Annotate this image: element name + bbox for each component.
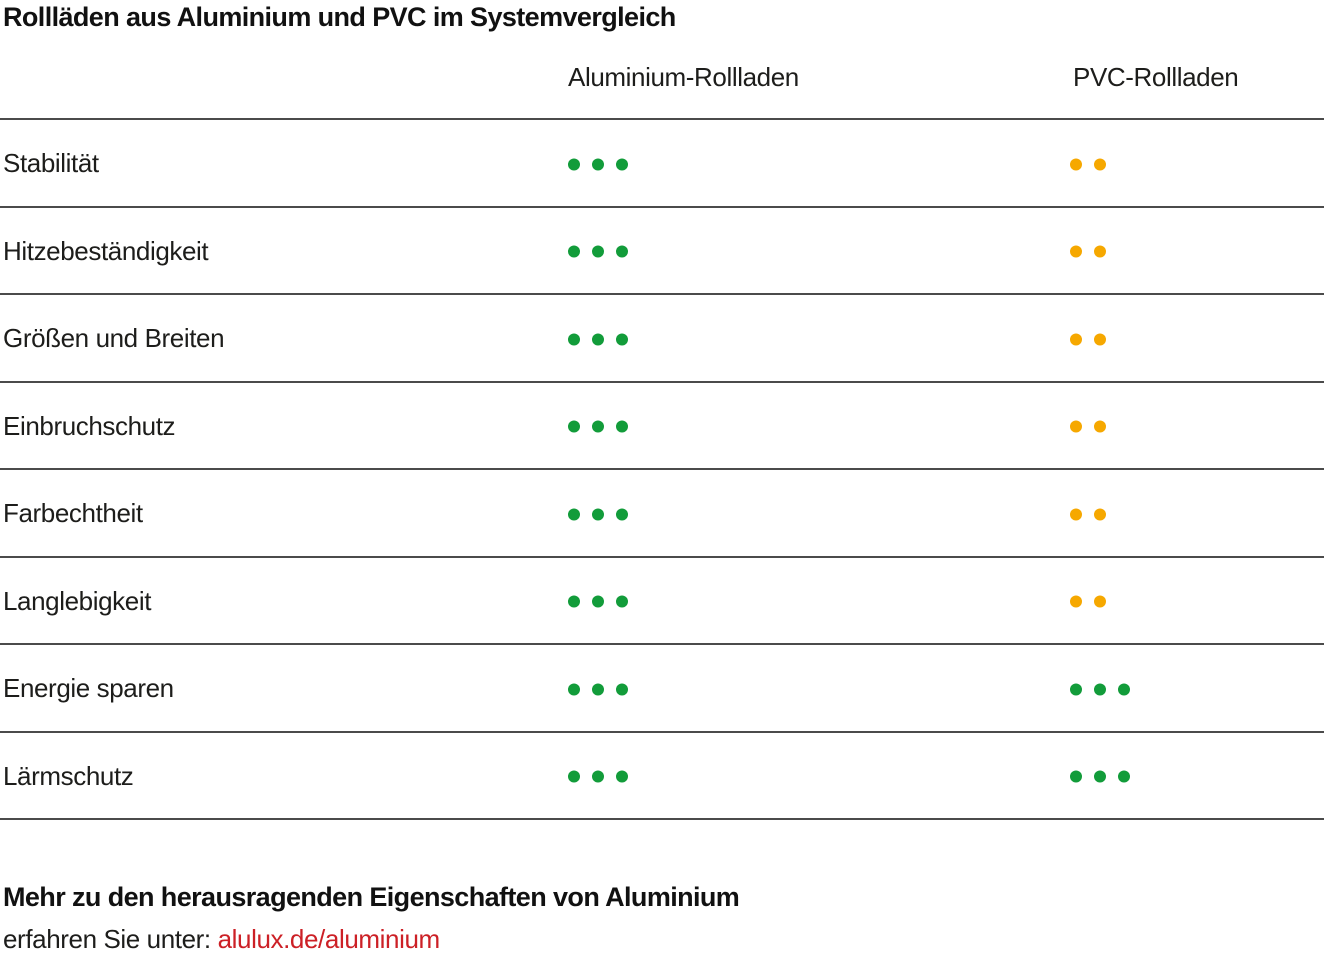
rating-dot-green: [568, 770, 580, 783]
footer-text-prefix: erfahren Sie unter:: [3, 924, 218, 954]
rating-dot-green: [568, 508, 580, 521]
footer-link[interactable]: alulux.de/aluminium: [217, 924, 441, 954]
table-row: Lärmschutz: [0, 730, 1324, 821]
rating-dot-orange: [1070, 595, 1082, 608]
rating-dots-pvc: [1070, 770, 1142, 783]
rating-dot-green: [1118, 770, 1130, 783]
column-header-pvc: PVC-Rollladen: [1073, 62, 1239, 92]
rating-dots-pvc: [1070, 595, 1118, 608]
rating-dot-green: [568, 420, 580, 433]
rating-dot-green: [1070, 683, 1082, 696]
rating-dot-green: [568, 333, 580, 346]
rating-dot-orange: [1094, 508, 1106, 521]
rating-dots-aluminium: [568, 333, 640, 346]
rating-dots-aluminium: [568, 683, 640, 696]
rating-dots-aluminium: [568, 245, 640, 258]
rating-dot-green: [616, 683, 628, 696]
rating-dot-green: [592, 333, 604, 346]
rating-dot-green: [592, 595, 604, 608]
rating-dots-pvc: [1070, 508, 1118, 521]
rating-dot-green: [568, 595, 580, 608]
table-row: Energie sparen: [0, 643, 1324, 733]
rating-dot-green: [592, 508, 604, 521]
rating-dot-green: [616, 595, 628, 608]
row-label: Stabilität: [3, 148, 99, 179]
rating-dot-orange: [1070, 158, 1082, 171]
row-label: Langlebigkeit: [3, 585, 152, 616]
column-header-aluminium: Aluminium-Rollladen: [568, 62, 799, 92]
rating-dot-orange: [1070, 420, 1082, 433]
table-row: Hitzebeständigkeit: [0, 205, 1324, 296]
rating-dot-green: [616, 333, 628, 346]
rating-dot-orange: [1070, 245, 1082, 258]
footer-text: erfahren Sie unter: alulux.de/aluminium: [3, 924, 440, 955]
rating-dot-orange: [1070, 508, 1082, 521]
rating-dot-green: [1118, 683, 1130, 696]
rating-dot-orange: [1094, 595, 1106, 608]
table-row: Langlebigkeit: [0, 555, 1324, 646]
rating-dot-orange: [1094, 158, 1106, 171]
rating-dot-green: [568, 158, 580, 171]
row-label: Hitzebeständigkeit: [3, 235, 209, 266]
table-row: Farbechtheit: [0, 468, 1324, 558]
rating-dot-green: [592, 420, 604, 433]
row-label: Farbechtheit: [3, 498, 143, 529]
table-row: Stabilität: [0, 118, 1324, 208]
rating-dot-orange: [1094, 245, 1106, 258]
rating-dot-green: [616, 770, 628, 783]
rating-dots-pvc: [1070, 158, 1118, 171]
rating-dots-pvc: [1070, 333, 1118, 346]
rating-dot-green: [616, 420, 628, 433]
rating-dots-aluminium: [568, 770, 640, 783]
row-label: Lärmschutz: [3, 760, 134, 791]
rating-dots-aluminium: [568, 420, 640, 433]
rating-dot-green: [1094, 683, 1106, 696]
rating-dots-aluminium: [568, 158, 640, 171]
rating-dot-green: [616, 245, 628, 258]
footer-headline: Mehr zu den herausragenden Eigenschaften…: [3, 882, 740, 912]
row-label: Einbruchschutz: [3, 410, 176, 441]
rating-dots-aluminium: [568, 508, 640, 521]
rating-dot-green: [616, 158, 628, 171]
table-row: Größen und Breiten: [0, 293, 1324, 383]
row-label: Energie sparen: [3, 673, 174, 704]
rating-dots-pvc: [1070, 683, 1142, 696]
table-bottom-divider: [0, 818, 1324, 820]
rating-dot-green: [568, 245, 580, 258]
rating-dot-green: [616, 508, 628, 521]
table-row: Einbruchschutz: [0, 380, 1324, 471]
rating-dot-orange: [1094, 333, 1106, 346]
rating-dot-orange: [1094, 420, 1106, 433]
rating-dots-pvc: [1070, 245, 1118, 258]
rating-dot-green: [592, 158, 604, 171]
rating-dot-green: [1094, 770, 1106, 783]
rating-dot-green: [568, 683, 580, 696]
row-label: Größen und Breiten: [3, 323, 225, 354]
rating-dot-green: [592, 683, 604, 696]
rating-dot-green: [1070, 770, 1082, 783]
rating-dot-green: [592, 245, 604, 258]
rating-dots-aluminium: [568, 595, 640, 608]
page-title: Rollläden aus Aluminium und PVC im Syste…: [3, 2, 676, 32]
rating-dot-orange: [1070, 333, 1082, 346]
rating-dots-pvc: [1070, 420, 1118, 433]
rating-dot-green: [592, 770, 604, 783]
